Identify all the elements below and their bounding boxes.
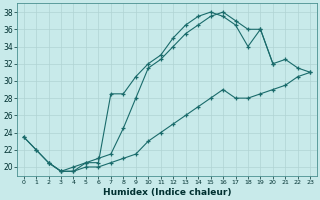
X-axis label: Humidex (Indice chaleur): Humidex (Indice chaleur) [103,188,231,197]
